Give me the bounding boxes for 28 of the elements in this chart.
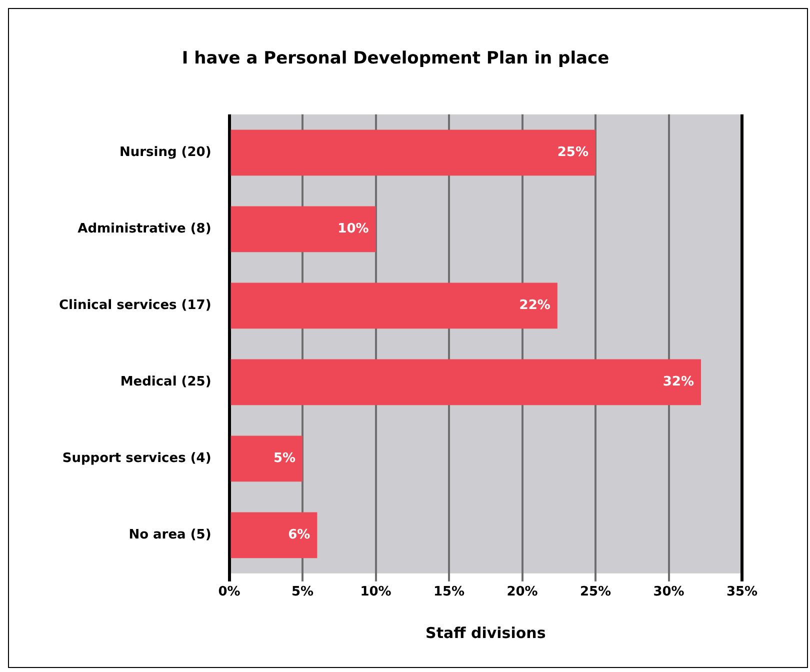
x-tick-label: 35% <box>726 584 758 600</box>
data-label: 6% <box>288 528 310 543</box>
bar <box>230 130 596 176</box>
x-tick-label: 30% <box>653 584 684 600</box>
x-tick-label: 10% <box>360 584 392 600</box>
x-tick-label: 15% <box>433 584 465 600</box>
x-tick-label: 20% <box>506 584 538 600</box>
bar <box>230 359 701 406</box>
chart-title: I have a Personal Development Plan in place <box>182 48 610 69</box>
y-tick-label: Medical (25) <box>120 374 212 390</box>
bar <box>230 512 318 558</box>
data-label: 5% <box>273 451 296 466</box>
bar <box>230 436 303 482</box>
x-tick-label: 5% <box>291 584 314 600</box>
y-tick-label: No area (5) <box>128 528 212 543</box>
bar <box>230 282 558 329</box>
data-label: 22% <box>519 298 550 314</box>
x-tick-label: 0% <box>218 584 240 600</box>
y-tick-label: Clinical services (17) <box>59 298 212 314</box>
y-tick-label: Support services (4) <box>62 451 212 466</box>
data-label: 10% <box>338 222 369 237</box>
data-label: 32% <box>662 374 694 390</box>
y-tick-label: Administrative (8) <box>78 222 212 237</box>
x-tick-label: 25% <box>580 584 612 600</box>
y-tick-label: Nursing (20) <box>119 145 212 160</box>
bar <box>230 206 376 252</box>
x-axis-title: Staff divisions <box>426 624 546 642</box>
data-label: 25% <box>557 145 589 160</box>
